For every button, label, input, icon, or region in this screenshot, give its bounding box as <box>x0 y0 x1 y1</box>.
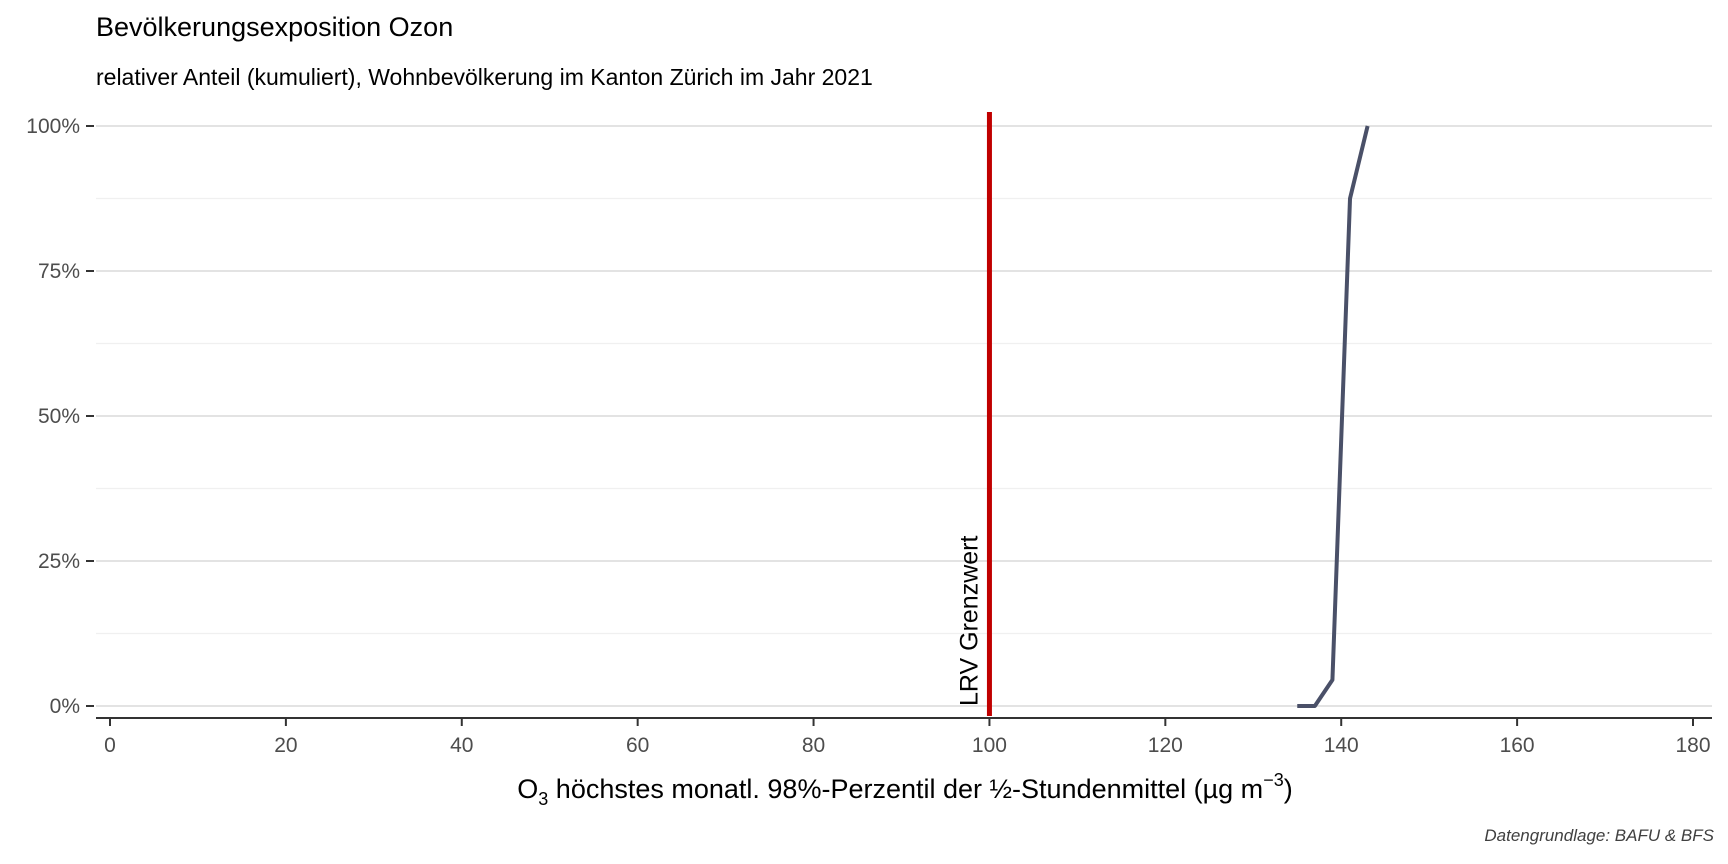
reference-layer: LRV Grenzwert <box>955 112 992 716</box>
grid-layer <box>96 125 1712 707</box>
series-layer <box>1297 125 1370 708</box>
y-tick-label: 25% <box>38 550 80 573</box>
x-axis-title: O3 höchstes monatl. 98%-Perzentil der ½-… <box>517 770 1292 809</box>
x-tick-label: 100 <box>972 734 1007 757</box>
x-tick-label: 180 <box>1675 734 1710 757</box>
x-tick-label: 120 <box>1148 734 1183 757</box>
chart-subtitle: relativer Anteil (kumuliert), Wohnbevölk… <box>96 64 873 90</box>
chart-title: Bevölkerungsexposition Ozon <box>96 12 454 42</box>
y-tick-label: 0% <box>50 695 80 718</box>
axis-layer: 0% 25% 50% 75% 100% 0 20 40 60 80 100 120 140 160 180 <box>26 115 1712 757</box>
x-tick-label: 40 <box>450 734 473 757</box>
y-tick-label: 50% <box>38 405 80 428</box>
x-tick-label: 20 <box>274 734 297 757</box>
x-tick-label: 0 <box>104 734 116 757</box>
y-tick-label: 100% <box>26 115 80 138</box>
reference-line-label: LRV Grenzwert <box>955 536 983 706</box>
x-tick-label: 80 <box>802 734 825 757</box>
x-tick-label: 140 <box>1324 734 1359 757</box>
chart-caption: Datengrundlage: BAFU & BFS <box>1484 826 1714 845</box>
x-tick-label: 160 <box>1500 734 1535 757</box>
x-tick-label: 60 <box>626 734 649 757</box>
y-tick-label: 75% <box>38 260 80 283</box>
